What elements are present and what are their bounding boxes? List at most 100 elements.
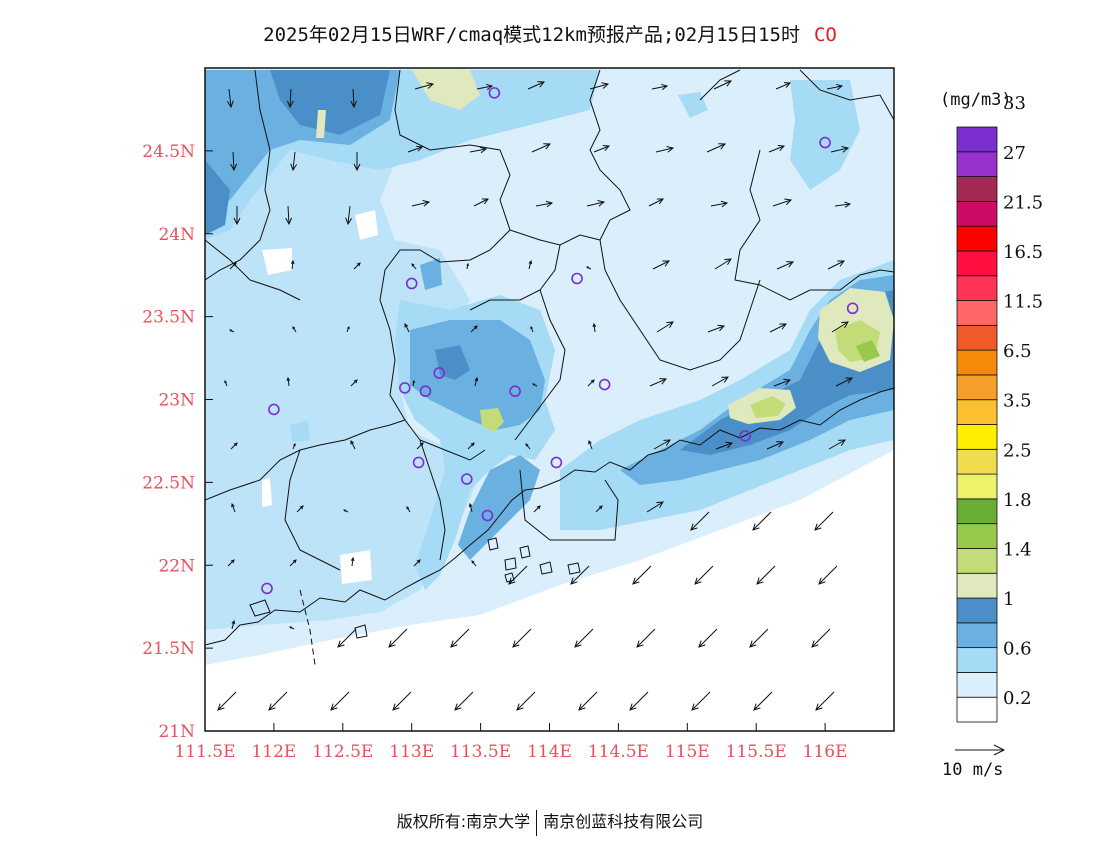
colorbar-swatch: [956, 597, 998, 624]
wind-arrow: [835, 377, 853, 387]
wind-arrow: [473, 198, 489, 207]
wind-arrow: [595, 505, 603, 513]
chart-title: 2025年02月15日WRF/cmaq模式12km预报产品;02月15日15时 C…: [0, 20, 1100, 47]
wind-arrow: [412, 379, 416, 387]
wind-arrow: [834, 201, 852, 208]
islands: [249, 537, 581, 639]
province-boundary-3: [799, 69, 894, 121]
wind-arrow: [527, 81, 546, 90]
wind-arrow: [290, 259, 295, 270]
wind-arrow: [649, 378, 668, 387]
colorbar-label: 2.5: [1003, 440, 1032, 461]
wind-arrow: [516, 691, 536, 711]
wind-arrow: [350, 379, 358, 387]
wind-arrow: [588, 439, 593, 450]
wind-arrow: [535, 200, 554, 208]
x-tick-label: 113E: [389, 742, 434, 762]
colorbar-swatch: [956, 250, 998, 277]
colorbar-swatch: [956, 225, 998, 252]
x-tick-label: 115.5E: [726, 742, 787, 762]
field-west-high: [205, 160, 230, 235]
x-tick-label: 114E: [527, 742, 572, 762]
colorbar-swatch: [956, 126, 998, 153]
wind-arrow: [753, 691, 773, 711]
city-boundary-2: [599, 239, 761, 371]
city-boundary-6: [205, 239, 301, 301]
station-marker: [412, 456, 425, 469]
colorbar-swatch: [956, 374, 998, 401]
field-blob-2: [420, 258, 442, 290]
city-boundary-3: [514, 289, 566, 441]
y-tick-label: 21N: [158, 722, 195, 742]
wind-arrow: [292, 326, 297, 333]
wind-arrow: [592, 322, 597, 333]
wind-arrow: [343, 509, 349, 513]
colorbar-label: 21.5: [1003, 192, 1043, 213]
title-text: 2025年02月15日WRF/cmaq模式12km预报产品;02月15日15时: [263, 24, 800, 46]
colorbar-label: 0.2: [1003, 688, 1032, 709]
wind-arrow: [655, 145, 675, 153]
wind-arrow: [471, 560, 477, 567]
wind-arrow: [773, 378, 792, 387]
city-boundary-8: [284, 449, 341, 571]
wind-arrow: [570, 565, 590, 585]
wind-arrow: [827, 260, 845, 270]
wind-arrow: [814, 511, 834, 531]
wind-arrow: [530, 325, 534, 333]
city-boundary-1: [469, 244, 561, 311]
wind-arrow: [690, 511, 710, 531]
wind-arrow: [404, 323, 410, 333]
wind-arrow: [528, 259, 533, 270]
station-marker: [405, 277, 418, 290]
wind-arrow: [629, 691, 649, 711]
colorbar-label: 1: [1003, 589, 1014, 610]
station-marker: [846, 302, 859, 315]
wind-arrow: [656, 321, 674, 333]
wind-arrow: [714, 258, 732, 270]
wind-arrow: [574, 628, 594, 648]
colorbar-label: 16.5: [1003, 242, 1043, 263]
footer-separator: [536, 809, 538, 836]
field-clean-4: [340, 550, 372, 584]
wind-arrow: [636, 628, 656, 648]
station-marker: [481, 509, 494, 522]
wind-arrow: [233, 206, 241, 226]
wind-arrow: [830, 145, 850, 153]
colorbar-swatch: [956, 572, 998, 599]
wind-arrow: [769, 323, 787, 333]
colorbar-swatch: [956, 622, 998, 649]
wind-arrow: [589, 82, 610, 90]
x-tick-label: 115E: [665, 742, 710, 762]
field-prd-peak: [480, 408, 504, 432]
colorbar-swatch: [956, 176, 998, 202]
station-marker: [550, 456, 563, 469]
wind-arrow: [756, 565, 776, 585]
field-shantou-max: [856, 340, 880, 362]
x-tick-label: 116E: [803, 742, 848, 762]
wind-arrow: [231, 619, 236, 630]
wind-arrow: [217, 691, 237, 711]
wind-arrow: [227, 559, 235, 567]
wind-arrow: [296, 505, 304, 513]
y-tick-label: 23N: [158, 391, 195, 411]
wind-arrow: [290, 151, 298, 172]
colorbar-swatch: [956, 696, 998, 723]
wind-reference-arrow: [955, 744, 1006, 756]
station-marker: [819, 136, 831, 149]
wind-arrow: [818, 565, 838, 585]
field-shanwei-core: [750, 396, 786, 418]
station-marker: [419, 385, 432, 398]
colorbar-swatch: [956, 200, 998, 227]
wind-arrow: [228, 329, 235, 333]
wind-arrow: [815, 691, 835, 711]
province-boundary-1: [379, 69, 511, 461]
wind-arrow: [593, 144, 611, 153]
wind-arrow: [292, 442, 296, 450]
field-prd-mid: [410, 320, 545, 430]
station-marker: [598, 378, 611, 391]
wind-arrow: [752, 511, 772, 531]
wind-arrow: [231, 502, 236, 513]
x-tick-label: 111.5E: [174, 742, 235, 762]
wind-arrow: [711, 376, 729, 387]
